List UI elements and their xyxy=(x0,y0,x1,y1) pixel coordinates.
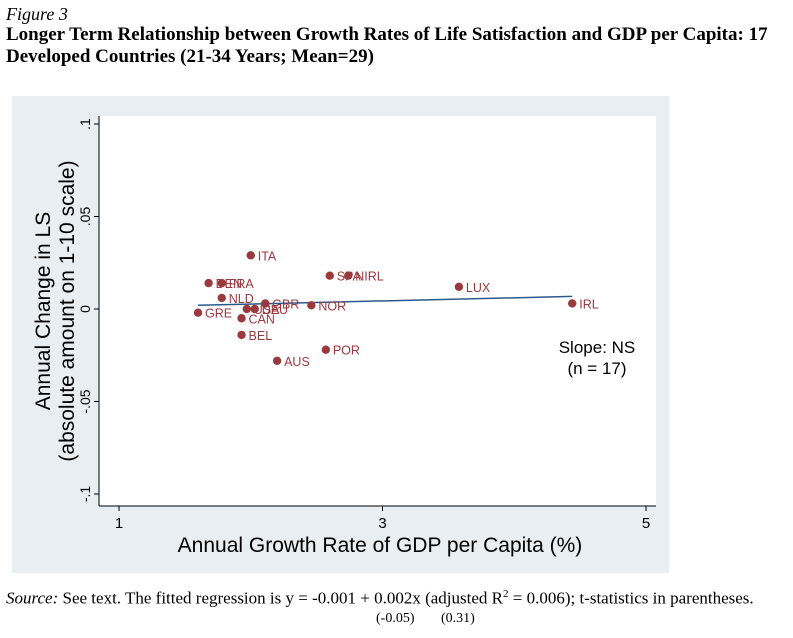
point-label-fra: FRA xyxy=(229,277,255,291)
point-label-bel: BEL xyxy=(249,329,273,343)
point-nor xyxy=(307,301,316,310)
points-group: ITASPANIRLLUXDENFRANLDGBRNORIRLGREUSADEU… xyxy=(193,249,599,369)
point-ita xyxy=(246,251,255,260)
point-label-lux: LUX xyxy=(466,281,491,295)
point-label-irl: IRL xyxy=(579,297,599,311)
source-note: Source: See text. The fitted regression … xyxy=(6,584,791,609)
axes: -.1 -.05 0 .05 .1 1 3 5 xyxy=(77,116,656,532)
fit-line-group xyxy=(198,295,573,307)
point-fra xyxy=(217,278,226,288)
figure-title: Longer Term Relationship between Growth … xyxy=(6,24,768,67)
point-bel xyxy=(237,330,246,340)
point-label-gre: GRE xyxy=(205,307,232,321)
point-por xyxy=(321,345,331,354)
point-label-nor: NOR xyxy=(318,299,346,313)
point-spa xyxy=(325,271,334,280)
x-tick-label: 3 xyxy=(378,515,386,532)
point-label-nld: NLD xyxy=(229,292,254,306)
source-text-2: = 0.006); t-statistics in parentheses. xyxy=(508,588,754,608)
x-axis-label: Annual Growth Rate of GDP per Capita (%) xyxy=(178,534,583,557)
y-tick-label: -.05 xyxy=(77,389,93,413)
point-label-ita: ITA xyxy=(258,249,277,263)
point-gre xyxy=(193,308,203,317)
point-gbr xyxy=(261,299,270,308)
point-aus xyxy=(272,356,282,365)
tstat-slope: (0.31) xyxy=(441,611,475,626)
annotation-n: (n = 17) xyxy=(567,359,626,378)
point-nld xyxy=(217,293,226,303)
point-den xyxy=(204,278,213,288)
point-can xyxy=(237,314,246,323)
y-tick-label: 0 xyxy=(77,305,93,313)
plot-area xyxy=(99,116,656,506)
figure-label: Figure 3 xyxy=(6,4,68,24)
point-label-por: POR xyxy=(333,344,360,358)
point-irl xyxy=(568,299,577,308)
x-tick-label: 1 xyxy=(115,515,123,532)
y-axis-label-line1: Annual Change in LS xyxy=(32,212,55,411)
point-deu xyxy=(250,304,259,314)
annotation-slope: Slope: NS xyxy=(559,338,636,357)
point-nirl xyxy=(344,271,353,280)
source-text-1: See text. The fitted regression is y = -… xyxy=(58,588,503,608)
point-lux xyxy=(454,282,464,291)
source-label: Source: xyxy=(6,588,59,608)
point-usa xyxy=(242,304,251,314)
tstat-intercept: (-0.05) xyxy=(376,611,415,626)
point-label-aus: AUS xyxy=(284,355,310,369)
y-tick-label: .05 xyxy=(77,207,93,227)
point-label-usa: USA xyxy=(254,303,280,317)
point-label-can: CAN xyxy=(249,312,275,326)
point-label-deu: DEU xyxy=(262,303,288,317)
y-tick-label: -.1 xyxy=(77,486,93,503)
source-sup: 2 xyxy=(502,588,509,600)
y-tick-label: .1 xyxy=(77,118,93,130)
point-label-gbr: GBR xyxy=(272,297,299,311)
x-tick-label: 5 xyxy=(642,515,650,532)
fitted-regression-line xyxy=(198,295,573,307)
point-label-nirl: NIRL xyxy=(355,270,384,284)
y-axis-label-line2: (absolute amount on 1-10 scale) xyxy=(56,160,79,461)
